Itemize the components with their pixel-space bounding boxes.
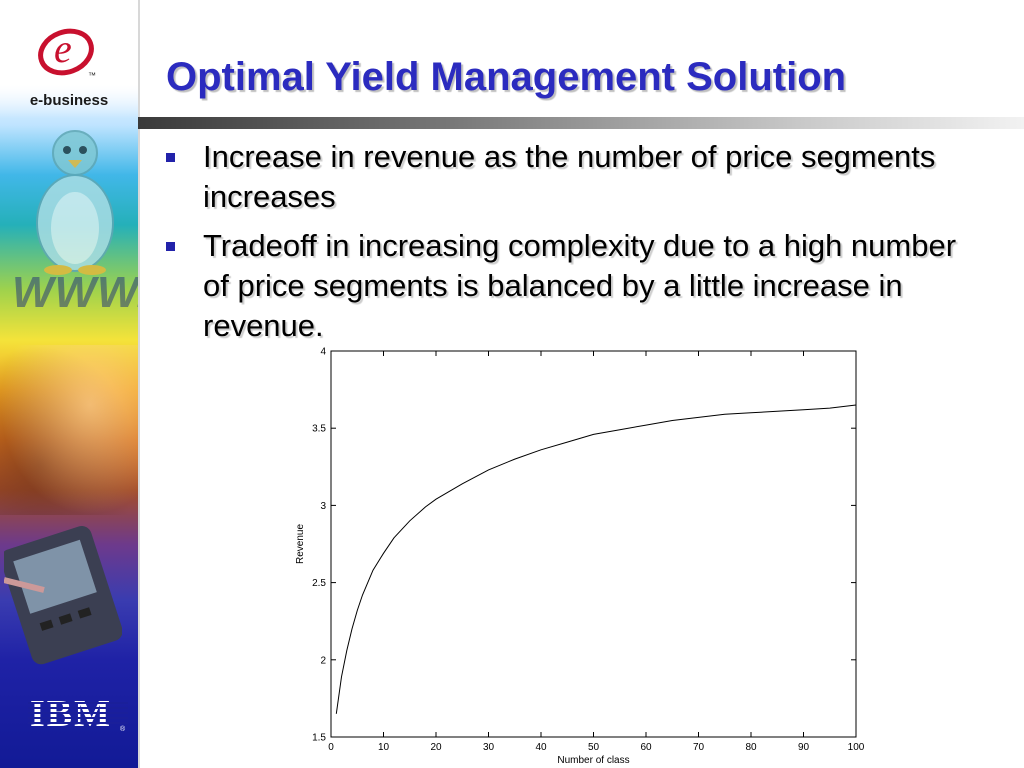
y-tick-label: 3 [320, 501, 326, 512]
bullet-item: Tradeoff in increasing complexity due to… [164, 226, 964, 346]
axis-ticks: 0 10 20 30 40 50 60 70 80 90 100 1.5 2 2.5 3 3.5 4 [312, 347, 865, 754]
bullet-item: Increase in revenue as the number of pri… [164, 137, 964, 217]
x-tick-label: 70 [693, 742, 705, 753]
bullet-marker-icon [166, 153, 175, 162]
bullet-marker-icon [166, 242, 175, 251]
e-business-logo: e ™ [38, 26, 96, 80]
penguin-icon [36, 130, 114, 275]
bullet-text: Tradeoff in increasing complexity due to… [203, 228, 957, 343]
registered-mark: ® [120, 725, 126, 733]
ibm-logo: IBM ® [28, 693, 128, 733]
x-tick-label: 10 [378, 742, 390, 753]
e-business-label: e-business [29, 92, 109, 109]
y-tick-label: 4 [320, 347, 326, 358]
decorative-sidebar: e ™ e-business WWW. IBM ® [0, 0, 138, 768]
x-tick-label: 80 [745, 742, 757, 753]
www-graphic: WWW. [12, 268, 138, 317]
sidebar-divider [138, 0, 140, 768]
x-tick-label: 60 [640, 742, 652, 753]
revenue-series-line [335, 404, 857, 714]
x-tick-label: 50 [588, 742, 600, 753]
bullet-list: Increase in revenue as the number of pri… [164, 137, 964, 355]
y-axis-label: Revenue [295, 524, 306, 564]
bullet-text: Increase in revenue as the number of pri… [203, 139, 936, 214]
pda-icon [4, 526, 122, 665]
x-tick-label: 40 [535, 742, 547, 753]
logo-letter: e [54, 26, 72, 71]
y-tick-label: 2 [320, 655, 326, 666]
y-tick-label: 2.5 [312, 578, 326, 589]
x-tick-label: 100 [848, 742, 865, 753]
revenue-chart: 0 10 20 30 40 50 60 70 80 90 100 1.5 2 2.5 3 3.5 4 Numbe… [295, 347, 865, 767]
sidebar-top-fade [0, 0, 138, 118]
x-tick-label: 90 [798, 742, 810, 753]
x-tick-label: 20 [430, 742, 442, 753]
x-tick-label: 0 [328, 742, 334, 753]
plot-area [330, 350, 857, 738]
y-tick-label: 1.5 [312, 733, 326, 744]
slide-title: Optimal Yield Management Solution [166, 55, 847, 99]
y-tick-label: 3.5 [312, 424, 326, 435]
x-tick-label: 30 [483, 742, 495, 753]
trademark-mark: ™ [88, 71, 96, 80]
photo-montage [0, 345, 138, 515]
x-axis-label: Number of class [557, 755, 629, 766]
title-rule [138, 117, 1024, 129]
